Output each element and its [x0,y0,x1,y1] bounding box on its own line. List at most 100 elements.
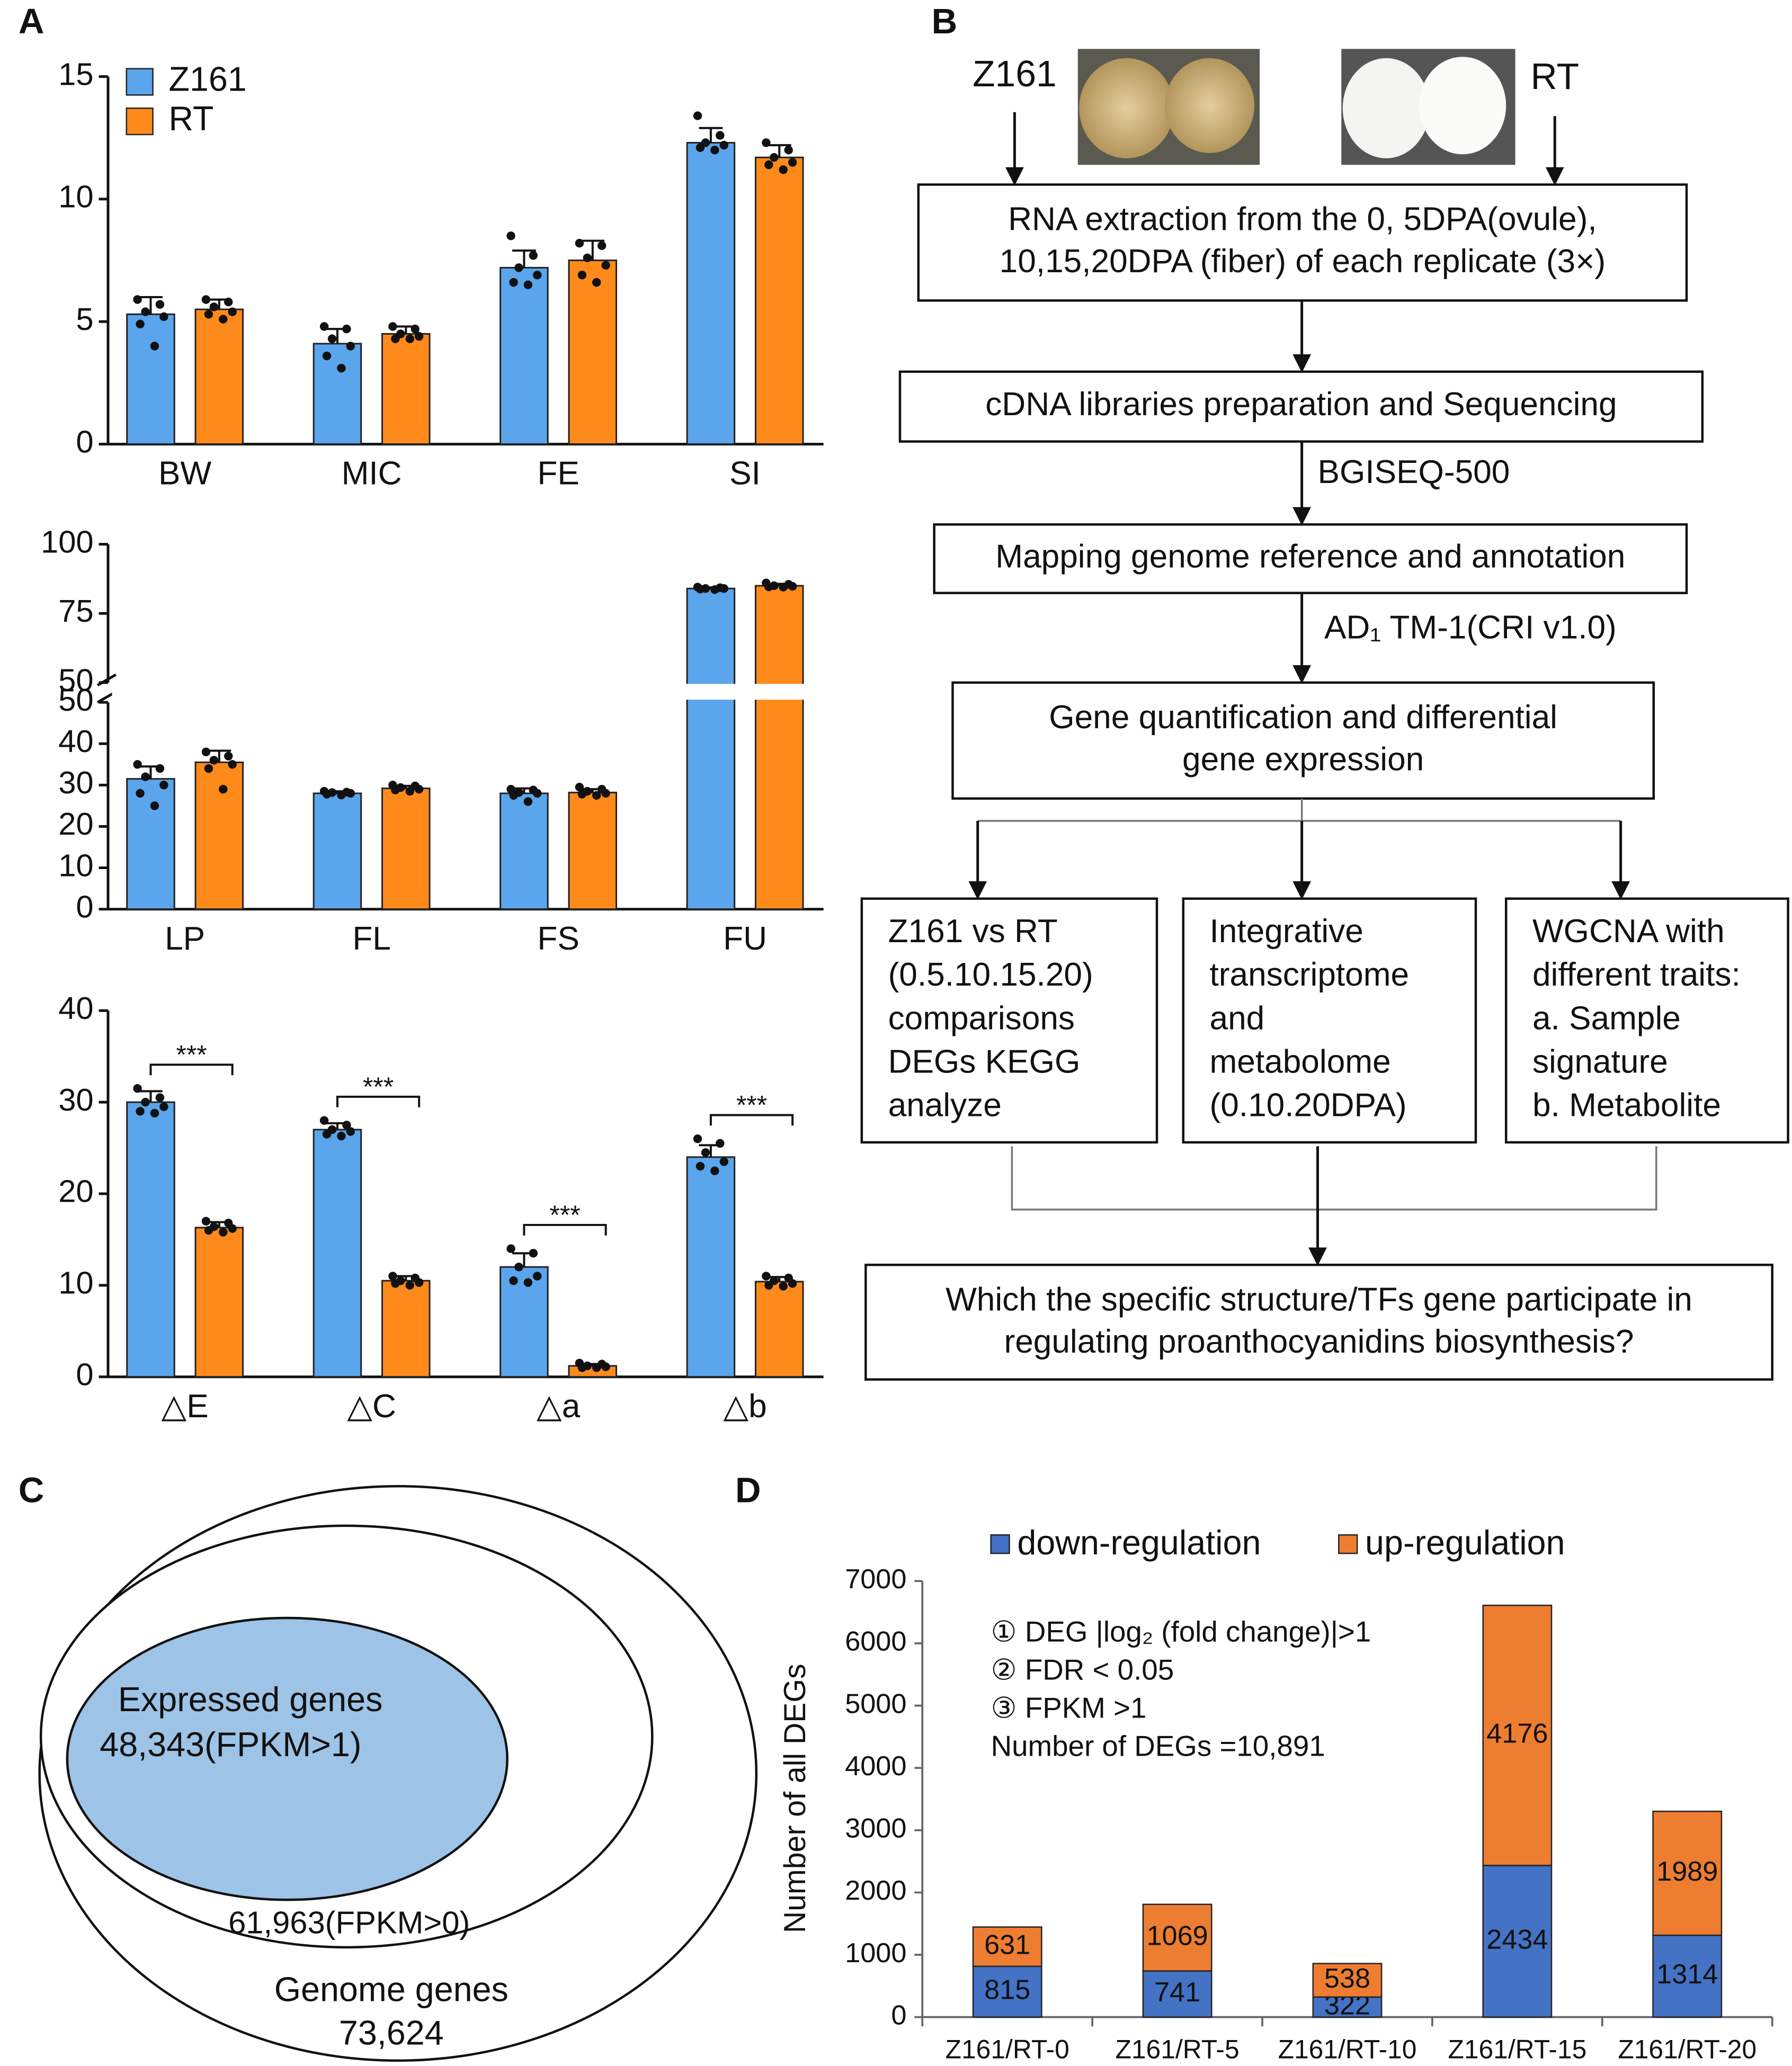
flow-text: (0.10.20DPA) [1210,1087,1407,1123]
set-label: 61,963(FPKM>0) [228,1904,470,1940]
legend-label: Z161 [168,60,246,99]
x-tick-label: △b [723,1388,766,1425]
replicate-point [224,752,233,761]
y-tick-label: 50 [58,663,93,698]
replicate-point [696,143,705,152]
panel-label: B [932,2,958,41]
flow-text: Mapping genome reference and annotation [995,538,1625,575]
replicate-point [414,784,424,794]
flow-text: gene expression [1182,741,1424,777]
replicate-point [592,1363,601,1372]
replicate-point [224,298,233,307]
y-tick-label: 0 [76,1357,93,1392]
replicate-point [696,585,705,594]
replicate-point [577,1363,587,1372]
flow-text: transcriptome [1210,956,1410,993]
y-tick-label: 10 [58,847,93,883]
x-tick-label: FL [352,920,391,957]
y-tick-label: 75 [58,593,93,629]
significance-label: *** [176,1040,207,1070]
replicate-point [592,791,601,800]
bar [313,1129,362,1378]
replicate-point [322,351,332,361]
note: ② FDR < 0.05 [991,1653,1174,1686]
legend-swatch [1338,1534,1358,1554]
flow-box [951,681,1655,800]
data-label: 4176 [1486,1719,1548,1749]
replicate-point [601,789,610,798]
replicate-point [523,280,533,290]
y-tick-label: 20 [58,806,93,842]
replicate-point [391,1279,400,1288]
replicate-point [601,1362,610,1371]
replicate-point [159,1102,168,1111]
replicate-point [337,363,346,373]
replicate-point [405,1281,414,1290]
x-tick-label: FE [537,455,579,492]
x-tick-label: Z161/RT-10 [1278,2034,1417,2064]
x-tick-label: △a [537,1388,581,1425]
bar [194,308,244,445]
panel-label: A [19,2,44,41]
replicate-point [136,1107,145,1116]
significance-bracket [523,1223,607,1236]
replicate-point [784,146,793,155]
y-tick-label: 6000 [845,1626,906,1657]
replicate-point [136,319,145,329]
flow-text: WGCNA with [1532,913,1725,950]
flow-box [860,897,1158,1144]
x-tick-label: Z161/RT-20 [1618,2034,1757,2064]
x-tick-label: MIC [342,455,402,492]
replicate-point [337,790,346,800]
bar [313,343,362,445]
set-label: 48,343(FPKM>1) [100,1725,361,1764]
bar-segment [1142,1903,1213,1972]
data-label: 815 [984,1975,1030,2006]
replicate-point [770,153,779,162]
y-tick-label: 10 [58,179,93,214]
replicate-point [764,582,773,592]
replicate-point [577,271,587,280]
flow-box [898,370,1704,443]
replicate-point [388,1272,397,1281]
flow-text: 10,15,20DPA (fiber) of each replicate (3… [1000,243,1606,280]
y-tick-label: 2000 [845,1875,906,1906]
y-tick-label: 30 [58,765,93,800]
y-tick-label: 15 [58,56,93,92]
flow-box [864,1264,1773,1381]
replicate-point [575,783,584,792]
y-tick-label: 0 [891,2000,906,2031]
y-tick-label: 20 [58,1174,93,1209]
bar [194,761,244,910]
replicate-point [342,324,351,334]
replicate-point [141,1097,150,1107]
flow-text: DEGs KEGG [888,1043,1081,1080]
replicate-point [319,1116,329,1125]
significance-label: *** [549,1200,580,1230]
replicate-point [693,1134,702,1143]
replicate-point [779,583,788,592]
replicate-point [150,801,159,810]
bar [686,142,736,445]
replicate-point [228,307,237,316]
replicate-point [779,1282,788,1291]
legend-swatch [126,108,154,136]
replicate-point [319,322,329,331]
bar [126,778,175,910]
bar [500,1266,549,1378]
y-tick-label: 0 [76,889,93,924]
y-tick-label: 1000 [845,1938,906,1969]
replicate-point [533,271,542,280]
y-tick-label: 4000 [845,1751,906,1782]
photo-rt [1341,49,1515,165]
replicate-point [577,790,587,799]
replicate-point [693,111,702,120]
replicate-point [710,1166,719,1175]
replicate-point [533,789,542,798]
replicate-point [141,772,150,781]
replicate-point [523,1278,533,1287]
set-expressed [66,1616,509,1901]
replicate-point [509,278,518,287]
bar [126,313,175,445]
